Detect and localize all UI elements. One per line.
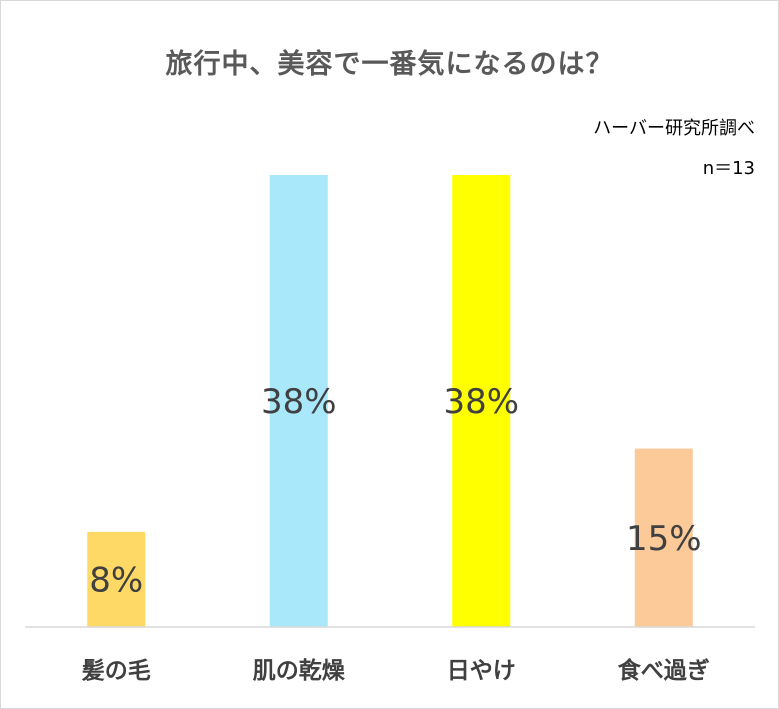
bars-group xyxy=(87,175,693,627)
bar-1 xyxy=(87,531,146,627)
category-label-3: 日やけ xyxy=(447,658,516,684)
data-label-3: 38% xyxy=(443,382,519,422)
category-label-4: 食べ過ぎ xyxy=(618,657,710,684)
bar-2 xyxy=(269,175,328,627)
category-label-2: 肌の乾燥 xyxy=(253,657,346,684)
chart-title: 旅行中、美容で一番気になるのは？ xyxy=(165,49,614,80)
sample-size-note: n＝13 xyxy=(702,158,755,179)
bar-4 xyxy=(634,448,693,627)
data-label-4: 15% xyxy=(626,519,702,559)
data-label-2: 38% xyxy=(261,382,337,422)
category-label-1: 髪の毛 xyxy=(81,657,151,684)
data-label-1: 8% xyxy=(89,560,143,600)
bar-3 xyxy=(452,175,511,627)
labels-group: 8% 髪の毛 38% 肌の乾燥 38% 日やけ 15% 食べ過ぎ xyxy=(81,382,710,684)
source-note: ハーバー研究所調べ xyxy=(593,118,755,139)
